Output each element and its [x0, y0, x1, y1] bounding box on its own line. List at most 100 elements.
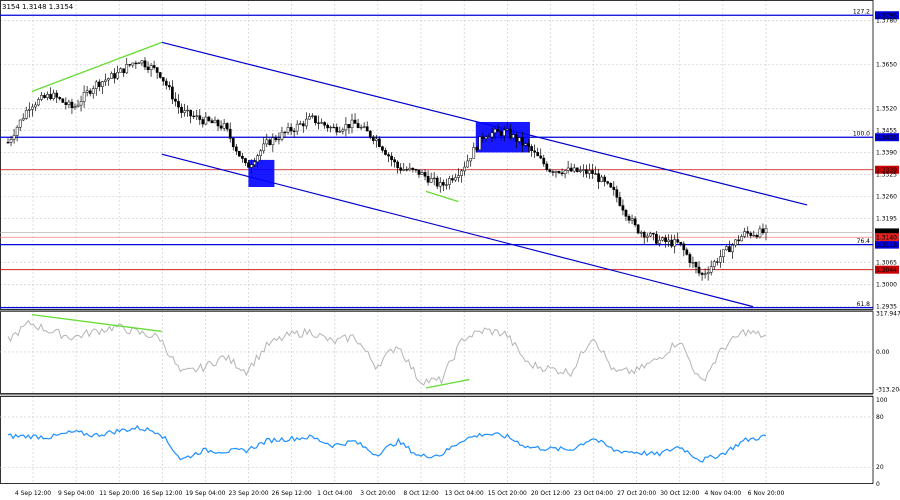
candle-body — [55, 92, 59, 98]
candlestick-series — [6, 57, 768, 281]
candle-body — [451, 178, 454, 181]
candle-body — [679, 241, 683, 245]
candle-body — [43, 95, 46, 98]
candle-body — [186, 109, 189, 112]
rsi-tick-label: 80 — [876, 414, 884, 421]
highlight-box — [248, 159, 275, 188]
candle-body — [715, 261, 719, 263]
candle-body — [557, 171, 561, 174]
candle-body — [67, 101, 71, 105]
candle-body — [265, 139, 269, 145]
candle-body — [594, 173, 597, 175]
candle-body — [478, 136, 482, 151]
y-tick-label: 1.3390 — [876, 149, 897, 156]
candle-body — [393, 159, 396, 163]
candle-body — [578, 170, 582, 172]
candle-body — [655, 233, 658, 244]
candle-body — [408, 167, 412, 171]
fib-level-label: 100.0 — [853, 131, 870, 138]
fib-price-tag-text: 1.3435 — [876, 135, 897, 142]
candle-body — [445, 184, 448, 186]
candle-body — [222, 123, 226, 129]
level-price-tag-text: 1.3339 — [876, 167, 897, 174]
cci-tick-label: 0.00 — [876, 349, 890, 356]
candle-body — [362, 126, 366, 128]
candle-body — [207, 116, 211, 121]
x-tick-label: 19 Sep 04:00 — [185, 490, 225, 497]
y-tick-label: 1.3780 — [876, 17, 897, 24]
candle-body — [603, 176, 607, 182]
candle-body — [228, 128, 232, 139]
candle-body — [441, 182, 445, 186]
candle-body — [31, 106, 34, 110]
candle-body — [247, 162, 250, 168]
candle-body — [329, 126, 333, 129]
candle-body — [499, 131, 503, 136]
candle-body — [301, 123, 305, 127]
candle-body — [353, 119, 357, 124]
candle-body — [505, 128, 509, 131]
candle-body — [274, 137, 278, 141]
candle-body — [530, 146, 533, 151]
candle-body — [122, 68, 126, 74]
candle-body — [481, 136, 485, 139]
candle-body — [627, 216, 631, 221]
candle-body — [137, 62, 141, 65]
candle-body — [378, 138, 381, 147]
panel-frames — [0, 0, 874, 484]
candle-body — [429, 178, 433, 183]
candle-body — [667, 239, 670, 242]
candle-body — [673, 239, 677, 247]
rsi-indicator — [0, 416, 873, 468]
candle-body — [73, 106, 77, 109]
candle-body — [581, 169, 585, 171]
candle-body — [368, 130, 372, 138]
candle-body — [597, 173, 600, 182]
candle-body — [448, 178, 451, 185]
candle-body — [61, 98, 65, 103]
candle-body — [292, 130, 296, 133]
panel-separator — [0, 310, 873, 312]
candle-body — [685, 249, 689, 255]
candle-body — [250, 164, 253, 168]
candle-body — [34, 104, 37, 108]
rsi-line — [7, 424, 767, 463]
y-tick-label: 1.3455 — [876, 127, 897, 134]
x-tick-label: 11 Sep 20:00 — [99, 490, 139, 497]
cci-divergence-line — [425, 378, 470, 389]
candle-body — [560, 172, 564, 175]
candle-body — [253, 161, 256, 165]
x-tick-label: 1 Oct 04:00 — [317, 490, 352, 497]
candle-body — [268, 139, 272, 146]
candle-body — [381, 146, 384, 151]
candle-body — [728, 246, 731, 253]
candle-body — [524, 143, 527, 146]
x-tick-label: 4 Nov 04:00 — [705, 490, 742, 497]
candle-body — [563, 170, 567, 175]
candle-body — [241, 155, 244, 159]
candle-body — [146, 66, 150, 71]
candle-body — [734, 239, 737, 246]
candle-body — [487, 136, 491, 138]
candle-body — [472, 147, 476, 159]
candle-body — [411, 167, 415, 170]
candle-body — [542, 157, 546, 165]
current-price-tag — [875, 228, 899, 237]
level-price-tag-text: 1.3044 — [876, 267, 897, 274]
candle-body — [712, 261, 716, 267]
candle-body — [198, 115, 202, 120]
candle-body — [171, 86, 174, 100]
candle-body — [420, 172, 424, 175]
fib-price-tag — [875, 133, 899, 142]
candle-body — [636, 224, 640, 234]
candle-body — [545, 163, 549, 170]
candle-body — [335, 126, 339, 133]
candle-body — [256, 155, 259, 163]
candle-body — [518, 137, 521, 142]
panel-frame — [0, 396, 874, 484]
candle-body — [280, 131, 284, 140]
candle-body — [624, 209, 628, 217]
candle-body — [192, 115, 196, 118]
candle-body — [426, 176, 430, 183]
